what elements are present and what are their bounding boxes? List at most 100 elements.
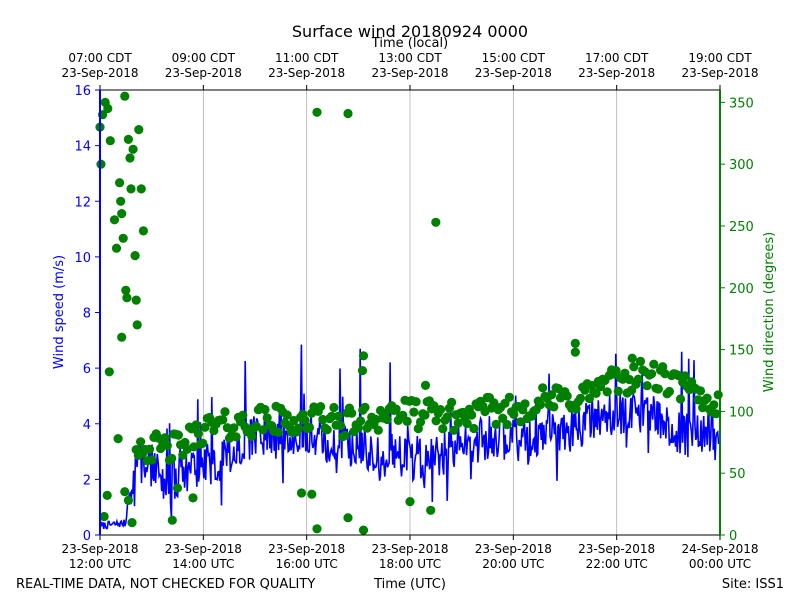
direction-point-244	[673, 370, 683, 381]
direction-point-207	[591, 388, 601, 398]
direction-point-13	[160, 433, 170, 443]
direction-outlier-point-46	[188, 493, 198, 503]
direction-outlier-point-23	[136, 184, 146, 194]
direction-point-6	[144, 444, 155, 454]
direction-outlier-point-9	[116, 196, 126, 206]
direction-point-140	[442, 412, 452, 422]
direction-point-138	[438, 424, 448, 434]
direction-point-28	[193, 429, 203, 439]
direction-point-194	[562, 391, 572, 401]
wind-direction-series-markers	[95, 91, 723, 535]
x-axis-label: Time (UTC)	[373, 577, 446, 592]
direction-point-161	[489, 398, 499, 408]
direction-point-188	[549, 402, 559, 412]
direction-point-128	[415, 417, 426, 427]
direction-outlier-point-20	[131, 295, 141, 305]
direction-point-167	[502, 420, 512, 430]
direction-outlier-point-31	[99, 511, 109, 522]
direction-point-183	[538, 383, 548, 393]
direction-point-245	[675, 394, 686, 404]
direction-point-240	[664, 386, 675, 397]
direction-outlier-point-24	[138, 226, 148, 236]
direction-outlier-point-51	[627, 353, 637, 363]
x-tick-bottom-date-1: 23-Sep-2018	[165, 542, 242, 556]
y-axis-left-ticks: 0 2 4 6 8 10 12 14 16	[74, 84, 100, 544]
direction-point-73	[293, 423, 303, 433]
direction-point-103	[360, 402, 370, 412]
direction-outlier-point-5	[105, 136, 115, 146]
direction-point-41	[222, 423, 232, 433]
x-tick-bottom-date-4: 23-Sep-2018	[475, 542, 552, 556]
direction-point-212	[602, 387, 612, 397]
x-tick-bottom-date-5: 23-Sep-2018	[578, 542, 655, 556]
direction-outlier-point-35	[431, 217, 441, 227]
direction-outlier-point-15	[123, 134, 133, 144]
x-tick-top-date-1: 23-Sep-2018	[165, 66, 242, 80]
x-tick-bottom-time-0: 12:00 UTC	[69, 557, 131, 571]
direction-point-182	[535, 399, 546, 410]
direction-point-143	[449, 425, 459, 435]
x-tick-bottom-date-3: 23-Sep-2018	[371, 542, 448, 556]
direction-point-54	[251, 421, 261, 431]
direction-point-262	[713, 390, 723, 400]
direction-point-226	[633, 374, 643, 384]
direction-outlier-point-30	[127, 518, 137, 528]
direction-outlier-point-28	[120, 487, 130, 497]
x-tick-top-time-5: 17:00 CDT	[585, 51, 649, 65]
direction-point-88	[327, 411, 337, 421]
direction-point-222	[624, 374, 635, 385]
y-tick-right-label-3: 150	[729, 344, 754, 359]
direction-point-142	[447, 397, 457, 407]
direction-point-57	[258, 425, 268, 435]
direction-point-253	[693, 395, 703, 405]
direction-outlier-point-10	[117, 209, 127, 219]
direction-point-232	[647, 369, 657, 379]
direction-point-170	[509, 409, 519, 419]
direction-outlier-point-14	[122, 293, 132, 303]
direction-outlier-point-8	[115, 178, 125, 188]
direction-point-187	[547, 390, 557, 400]
direction-point-165	[498, 413, 508, 423]
x-tick-top-date-4: 23-Sep-2018	[475, 66, 552, 80]
x-tick-top-time-2: 11:00 CDT	[275, 51, 339, 65]
direction-point-45	[231, 432, 241, 442]
direction-point-237	[658, 362, 668, 372]
direction-point-216	[611, 366, 621, 376]
direction-point-175	[520, 399, 530, 409]
direction-point-247	[680, 371, 690, 381]
direction-point-126	[411, 397, 421, 407]
x-tick-top-date-6: 23-Sep-2018	[681, 66, 758, 80]
x-tick-top-date-2: 23-Sep-2018	[268, 66, 345, 80]
direction-point-152	[469, 423, 479, 434]
direction-point-89	[329, 402, 339, 413]
direction-point-68	[282, 410, 292, 420]
direction-outlier-point-25	[117, 332, 127, 342]
direction-point-39	[218, 415, 228, 425]
direction-point-130	[420, 410, 430, 420]
x-tick-top-time-3: 13:00 CDT	[378, 51, 442, 65]
direction-point-198	[571, 404, 581, 414]
x-tick-top-time-6: 19:00 CDT	[688, 51, 752, 65]
y-tick-left-label-4: 8	[83, 307, 91, 322]
direction-point-7	[147, 455, 157, 465]
direction-point-94	[340, 430, 350, 440]
direction-outlier-point-18	[128, 144, 138, 154]
direction-point-31	[200, 422, 210, 432]
x-tick-top-date-3: 23-Sep-2018	[371, 66, 448, 80]
direction-point-16	[167, 453, 177, 463]
direction-point-235	[653, 384, 663, 394]
direction-point-48	[238, 410, 248, 420]
direction-outlier-point-34	[343, 108, 353, 119]
y-tick-left-label-8: 16	[74, 84, 91, 99]
y-tick-left-label-0: 0	[83, 529, 91, 544]
direction-point-101	[356, 416, 366, 426]
direction-outlier-point-29	[123, 495, 133, 505]
y-tick-right-label-5: 250	[729, 220, 754, 235]
direction-point-162	[491, 419, 501, 429]
direction-point-137	[435, 405, 446, 415]
direction-point-86	[322, 425, 332, 435]
direction-outlier-point-41	[358, 351, 369, 361]
direction-point-76	[300, 415, 310, 425]
direction-point-44	[229, 423, 239, 433]
